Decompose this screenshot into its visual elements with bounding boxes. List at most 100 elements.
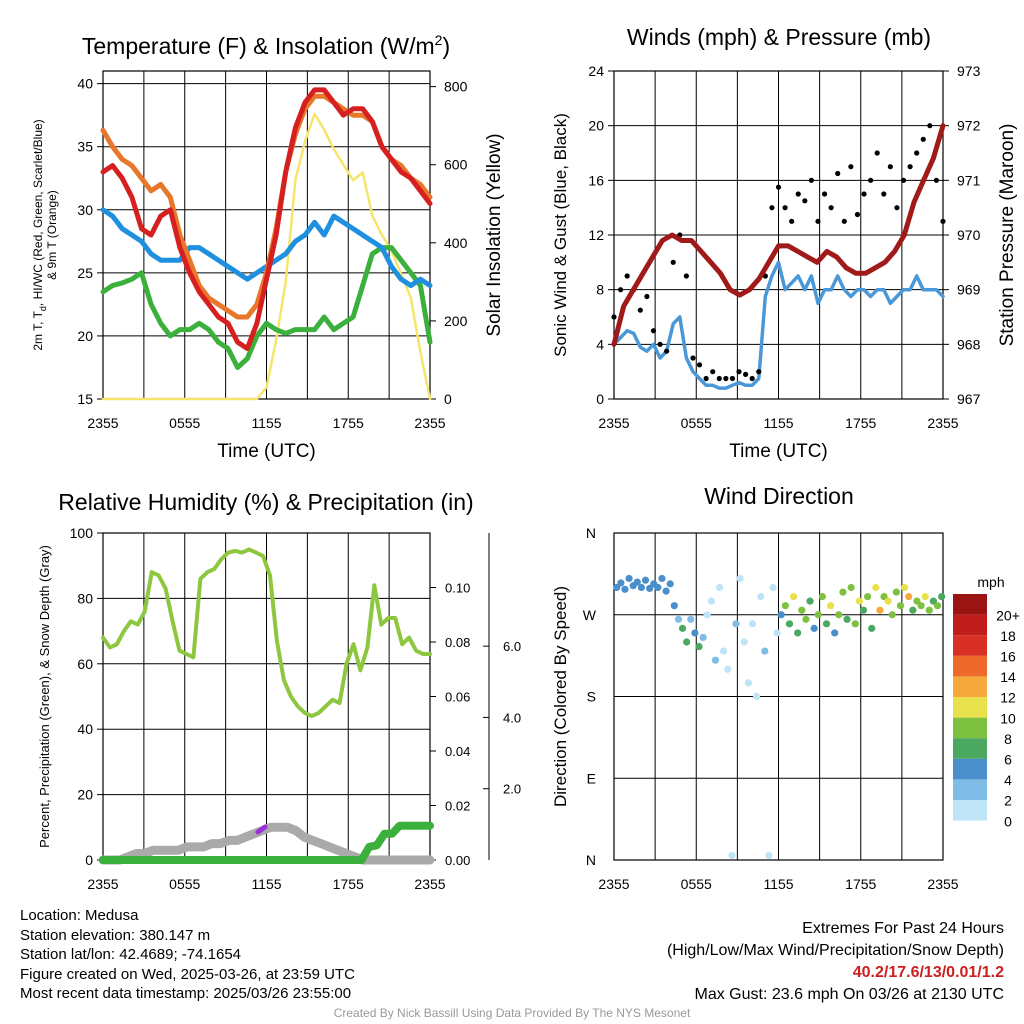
direction-point [773, 629, 781, 637]
legend-swatch [953, 800, 987, 821]
direction-point [662, 587, 670, 595]
yellow-insolation-line [101, 112, 432, 401]
gust-point [690, 355, 696, 361]
legend-swatch [953, 594, 987, 615]
y2-axis-label: Solar Insolation (Yellow) [484, 133, 505, 336]
direction-point [732, 620, 740, 628]
direction-point [864, 592, 872, 601]
legend-swatch [953, 758, 987, 780]
gust-point [789, 218, 795, 224]
direction-point [736, 574, 744, 583]
y-tick-label: 100 [70, 525, 94, 541]
y-tick-label: 60 [77, 656, 93, 672]
direction-point [802, 615, 810, 623]
chart-title: Winds (mph) & Pressure (mb) [627, 24, 931, 50]
x-tick-label: 2355 [414, 415, 445, 431]
legend-label: 8 [1004, 731, 1012, 747]
gust-point [650, 328, 657, 334]
y-tick-label: 80 [77, 590, 93, 606]
sonic-wind-line [612, 260, 945, 390]
direction-point [905, 592, 913, 601]
y-tick-label: E [587, 770, 596, 786]
y2-tick-label: 400 [444, 235, 468, 251]
relative-humidity-line [101, 547, 432, 719]
direction-point [621, 585, 629, 593]
gust-point [868, 177, 874, 183]
precip-tick-label: 0.06 [445, 690, 470, 705]
x-tick-label: 1755 [333, 876, 364, 892]
y-tick-label: 40 [77, 76, 93, 92]
gust-point [854, 211, 861, 218]
gust-point [664, 348, 670, 354]
precip-tick-label: 0.02 [445, 799, 470, 814]
direction-point [707, 597, 715, 605]
gust-point [861, 191, 867, 197]
direction-point [617, 579, 625, 587]
y2-tick-label: 970 [957, 227, 981, 243]
y-tick-label: 35 [77, 139, 93, 155]
latlon-text: Station lat/lon: 42.4689; -74.1654 [20, 946, 242, 963]
direction-point [933, 602, 942, 610]
direction-point [855, 597, 863, 605]
direction-point [884, 597, 892, 605]
gust-point [729, 375, 736, 382]
direction-point [806, 597, 814, 605]
precip-tick-label: 0.00 [445, 853, 470, 868]
extremes-subtitle: (High/Low/Max Wind/Precipitation/Snow De… [666, 942, 1004, 959]
gust-point [644, 293, 650, 300]
gust-point [703, 375, 709, 382]
direction-point [678, 624, 687, 632]
x-tick-label: 0555 [681, 876, 712, 892]
gust-point [683, 273, 689, 279]
x-tick-label: 2355 [87, 876, 118, 892]
y-tick-label: 8 [596, 282, 604, 298]
direction-point [724, 665, 732, 673]
y2-tick-label: 0 [444, 391, 452, 407]
direction-point [876, 606, 884, 614]
gust-point [841, 218, 847, 224]
direction-point [822, 620, 831, 628]
x-axis-label: Time (UTC) [217, 441, 316, 462]
chart-title: Wind Direction [704, 483, 854, 509]
snow-marker [255, 824, 268, 835]
y-tick-label: 0 [596, 391, 604, 407]
direction-point [670, 602, 678, 610]
gust-point [611, 314, 617, 320]
legend-swatch [953, 635, 987, 656]
direction-point [843, 615, 851, 623]
extremes-title: Extremes For Past 24 Hours [802, 920, 1004, 937]
y-tick-label: 20 [588, 118, 604, 134]
gust-point [887, 164, 893, 170]
y-tick-label: 40 [77, 721, 93, 737]
legend-label: 10 [1000, 710, 1016, 726]
gust-point [821, 191, 828, 197]
extremes-values: 40.2/17.6/13/0.01/1.2 [852, 964, 1004, 981]
direction-point [810, 624, 818, 632]
direction-point [917, 602, 925, 610]
legend-label: 2 [1004, 793, 1012, 809]
direction-point [794, 629, 802, 637]
humidity-panel: 2355 0555 1155 1755 2355 0 20 40 60 80 100 0.00 0.02… [37, 489, 521, 892]
direction-point [839, 588, 847, 596]
direction-point [818, 592, 826, 601]
x-tick-label: 1155 [763, 876, 793, 892]
legend-swatch [953, 655, 987, 677]
direction-point [674, 615, 683, 623]
direction-point [687, 615, 695, 623]
direction-point [847, 583, 855, 592]
legend-title: mph [977, 574, 1004, 590]
direction-point [740, 638, 748, 646]
direction-point [901, 583, 909, 592]
direction-point [835, 611, 843, 619]
gust-point [775, 184, 782, 190]
gust-point [769, 205, 775, 211]
direction-point [695, 642, 703, 651]
direction-point [826, 602, 835, 610]
y2-tick-label: 967 [957, 391, 981, 407]
gust-point [907, 164, 913, 170]
direction-point [641, 576, 650, 584]
direction-point [909, 606, 917, 614]
y-tick-label: N [586, 852, 596, 868]
